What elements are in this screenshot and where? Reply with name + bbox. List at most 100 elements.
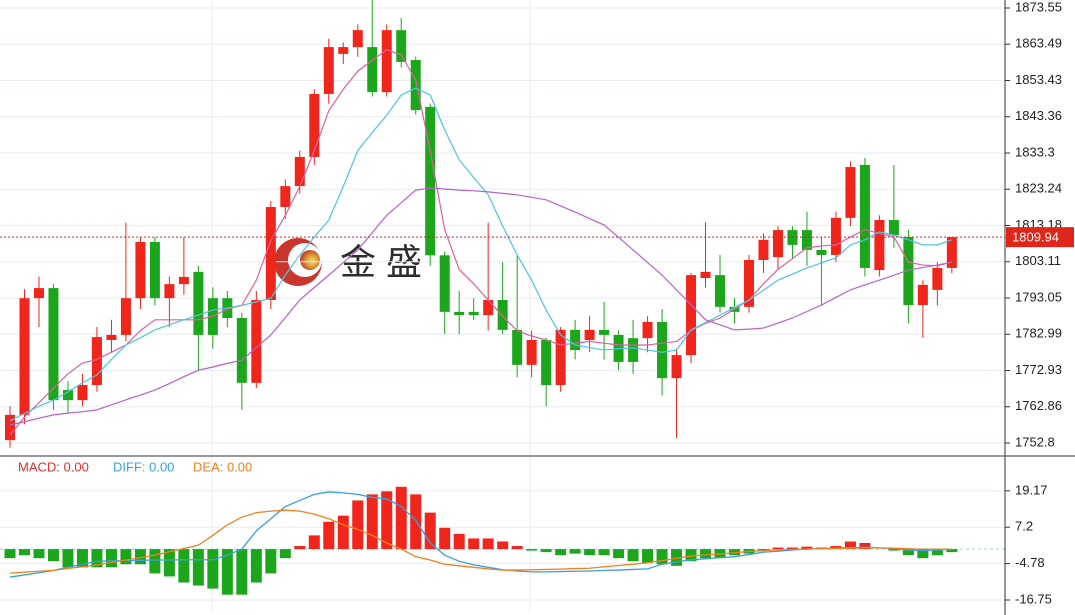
y-tick-label: 1853.43 — [1015, 72, 1062, 87]
macd-bar — [192, 549, 204, 586]
macd-bar — [772, 547, 784, 550]
candle-body — [946, 237, 957, 268]
candle-body — [932, 267, 943, 290]
candle-body — [439, 255, 450, 312]
candle-body — [497, 299, 508, 330]
candle-body — [236, 317, 247, 383]
y-tick-label: 1793.05 — [1015, 289, 1062, 304]
macd-bar — [4, 549, 16, 559]
macd-bar — [859, 543, 871, 550]
macd-bar — [410, 494, 422, 550]
macd-bar — [207, 549, 219, 589]
macd-bar — [308, 535, 320, 550]
macd-bar — [511, 546, 523, 550]
indicator-line — [9, 48, 952, 436]
candle-body — [903, 236, 914, 306]
y-tick-label: 1873.55 — [1015, 0, 1062, 14]
y-tick-label: -4.78 — [1015, 555, 1045, 570]
candle-body — [801, 230, 812, 250]
candle-body — [135, 241, 146, 299]
macd-bar — [279, 549, 291, 559]
macd-bar — [250, 549, 262, 583]
macd-bar — [656, 549, 668, 565]
y-tick-label: 1823.24 — [1015, 181, 1062, 196]
candle-body — [874, 220, 885, 271]
indicator-line — [9, 187, 952, 426]
y-tick-label: 1782.99 — [1015, 326, 1062, 341]
y-tick-label: 1752.8 — [1015, 434, 1055, 449]
legend-entry: DIFF: 0.00 — [113, 459, 174, 474]
macd-bar — [888, 549, 900, 551]
macd-bar — [294, 546, 306, 550]
macd-bar — [917, 549, 929, 559]
candle-body — [120, 298, 131, 335]
macd-bar — [105, 549, 117, 568]
candle-body — [338, 47, 349, 54]
macd-bar — [395, 486, 407, 550]
candle-body — [628, 338, 639, 362]
y-tick-label: 7.2 — [1015, 519, 1033, 534]
last-price-box — [1006, 227, 1074, 248]
y-tick-label: 1772.93 — [1015, 362, 1062, 377]
candle-body — [48, 288, 59, 401]
macd-bar — [149, 549, 161, 574]
macd-bar — [627, 549, 639, 562]
candle-body — [570, 329, 581, 351]
macd-bar — [801, 546, 813, 550]
candle-body — [164, 284, 175, 299]
candle-body — [917, 284, 928, 306]
macd-bar — [786, 547, 798, 550]
macd-bar — [265, 549, 277, 574]
candle-body — [541, 339, 552, 386]
candle-body — [599, 329, 610, 335]
candle-body — [686, 275, 697, 356]
candle-body — [352, 30, 363, 48]
legend-entry: MACD: 0.00 — [18, 459, 89, 474]
candle-body — [91, 337, 102, 386]
macd-bar — [946, 549, 958, 553]
macd-bar — [526, 549, 538, 551]
y-tick-label: 1762.86 — [1015, 398, 1062, 413]
logo-core — [300, 250, 320, 270]
candle-body — [77, 385, 88, 401]
candle-body — [193, 271, 204, 335]
candle-body — [367, 47, 378, 93]
macd-bar — [18, 549, 30, 556]
indicator-line — [9, 509, 952, 574]
candle-body — [772, 230, 783, 258]
candle-body — [381, 30, 392, 93]
y-tick-label: -16.75 — [1015, 591, 1052, 606]
candle-body — [396, 30, 407, 62]
y-tick-label: 1863.49 — [1015, 36, 1062, 51]
macd-bar — [453, 533, 465, 550]
candle-body — [33, 288, 44, 299]
macd-bar — [671, 549, 683, 566]
macd-bar — [757, 549, 769, 551]
candle-body — [5, 414, 15, 441]
macd-bar — [642, 549, 654, 563]
macd-bar — [337, 515, 349, 550]
macd-bar — [424, 512, 436, 550]
candle-body — [584, 329, 595, 340]
candle-body — [526, 339, 537, 365]
macd-bar — [62, 549, 74, 568]
y-tick-label: 19.17 — [1015, 482, 1048, 497]
candle-body — [280, 186, 291, 208]
candle-body — [62, 390, 73, 401]
candle-body — [816, 249, 827, 255]
candle-body — [859, 164, 870, 268]
candle-body — [512, 329, 523, 365]
candle-body — [265, 207, 276, 300]
macd-bar — [381, 491, 393, 550]
macd-bar — [569, 549, 581, 554]
candle-body — [149, 241, 160, 299]
macd-bar — [700, 549, 712, 559]
candle-body — [454, 311, 465, 316]
macd-bar — [439, 527, 451, 550]
macd-bar — [685, 549, 697, 562]
candle-body — [309, 93, 320, 157]
